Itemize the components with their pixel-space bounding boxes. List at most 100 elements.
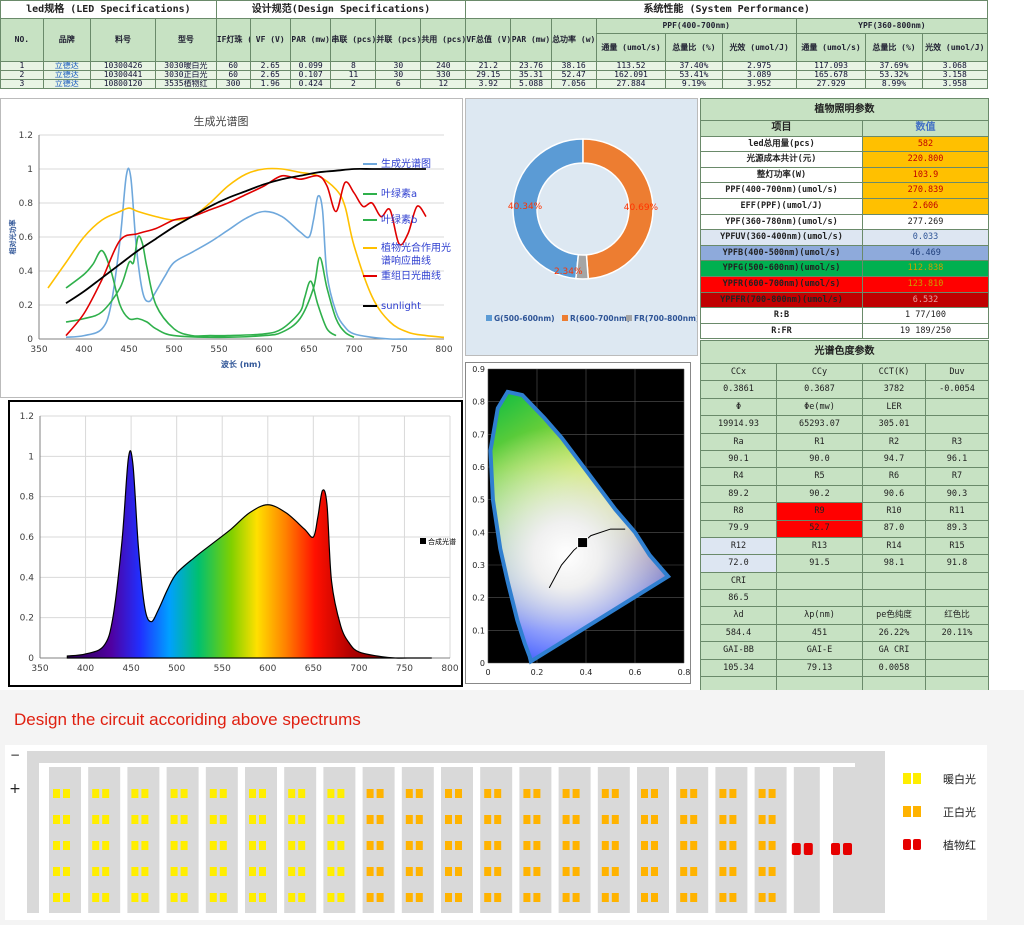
led-pad: [768, 815, 776, 824]
legend-swatch: [913, 839, 921, 850]
led-pad: [651, 789, 658, 798]
led-pad: [337, 893, 345, 902]
table-cell: 60: [215, 61, 251, 71]
table-cell: R9: [776, 502, 863, 521]
table-cell: 红色比: [925, 606, 989, 625]
legend-swatch: [903, 773, 911, 784]
led-pad: [562, 867, 570, 876]
led-pad: [53, 789, 60, 798]
table-row: [700, 676, 989, 695]
composite-spectrum-chart: 0 0.2 0.4 0.6 0.8 1 1.2 350 400 450 500 550 600 650 70…: [20, 412, 459, 674]
led-pad: [768, 867, 776, 876]
led-pad: [337, 789, 345, 798]
table-cell: 0.3861: [700, 380, 777, 399]
led-pad: [641, 789, 648, 798]
table-cell: 89.3: [925, 519, 989, 538]
table-cell: 3.158: [921, 70, 989, 80]
table-cell: 90.3: [925, 484, 989, 504]
legend-swatch: [913, 773, 921, 784]
table-cell: 10800120: [89, 79, 157, 89]
table-cell: CCy: [776, 362, 863, 382]
table-cell: 162.091: [595, 70, 667, 80]
led-pad: [327, 893, 335, 902]
table-cell: LER: [862, 397, 926, 417]
x-tick-label: 700: [350, 664, 367, 674]
param-value: 582: [862, 135, 989, 153]
table-cell: 52.7: [776, 519, 863, 538]
led-pad: [651, 867, 658, 876]
led-string: [284, 767, 317, 913]
table-cell: R7: [925, 467, 989, 486]
led-pad: [484, 867, 492, 876]
pie-slice: [512, 138, 584, 280]
led-string: [597, 767, 630, 913]
led-pad: [611, 841, 619, 850]
table-cell: R14: [862, 536, 926, 556]
table-cell: 38.16: [550, 61, 597, 71]
led-pad: [719, 841, 727, 850]
table-cell: 2.65: [249, 61, 291, 71]
top-bus: [27, 751, 855, 763]
right-bus: [855, 751, 885, 913]
spectral-locus: [488, 389, 672, 665]
led-pad: [601, 789, 609, 798]
led-pad: [366, 867, 374, 876]
led-pad: [92, 815, 100, 824]
led-pad: [180, 789, 188, 798]
x-tick-label: 0.6: [629, 668, 642, 677]
param-value: 6.532: [862, 291, 989, 309]
led-pad: [719, 815, 727, 824]
led-pad: [572, 867, 580, 876]
led-pad: [53, 815, 60, 824]
led-pad: [249, 867, 256, 876]
led-pad: [445, 841, 452, 850]
table-cell: [925, 415, 989, 434]
led-pad: [209, 893, 217, 902]
param-value: 277.269: [862, 213, 989, 231]
table-cell: 0.099: [289, 61, 332, 71]
series-line: [47, 167, 445, 339]
table-cell: 3.089: [721, 70, 797, 80]
composite-spectrum-panel: 0 0.2 0.4 0.6 0.8 1 1.2 350 400 450 500 550 600 650 70…: [8, 400, 463, 687]
x-tick-label: 600: [259, 664, 276, 674]
table-cell: 52.47: [550, 70, 597, 80]
y-tick-label: 0.2: [20, 614, 34, 624]
led-pad: [288, 893, 296, 902]
table-cell: 23.76: [510, 61, 552, 71]
band-ratio-donut-panel: 40.34% 40.69% 2.34% G(500-600nm) R(600-700nm…: [465, 98, 699, 356]
x-tick-label: 400: [77, 664, 94, 674]
param-label: PPF(400-700nm)(umol/s): [700, 182, 863, 199]
led-pad: [611, 867, 619, 876]
cie-chromaticity-diagram: 0 0.2 0.4 0.6 0.8 0 0.1 0.2 0.3 0.4 0.5 0.6 0.7 0.8 0.…: [472, 365, 690, 677]
x-tick-label: 750: [390, 345, 407, 355]
led-pad: [494, 893, 502, 902]
led-pad: [445, 893, 452, 902]
table-cell: pe色纯度: [862, 606, 926, 625]
led-pad: [729, 893, 737, 902]
table-cell: 113.52: [595, 61, 667, 71]
led-pad: [327, 815, 335, 824]
led-pad: [601, 893, 609, 902]
led-pad: [219, 867, 227, 876]
led-pad: [523, 789, 531, 798]
led-pad: [729, 867, 737, 876]
table-cell: 3782: [862, 380, 926, 399]
led-pad: [572, 841, 580, 850]
legend-swatch: [913, 806, 921, 817]
table-cell: 240: [420, 61, 467, 71]
led-string: [833, 767, 859, 913]
table-cell: R11: [925, 502, 989, 521]
table-row: 1 立德达 10300426 3030暖白光 60 2.65 0.099 8 30 240 21.2…: [0, 61, 989, 71]
led-pad: [523, 867, 531, 876]
led-string: [676, 767, 709, 913]
table-cell: 91.8: [925, 554, 989, 573]
y-tick-label: 0.8: [20, 493, 35, 503]
plus-terminal: +: [9, 781, 21, 797]
table-cell: 90.0: [776, 449, 863, 469]
legend-label: 植物光合作用光: [381, 241, 451, 254]
led-pad: [445, 815, 452, 824]
led-pad: [366, 789, 374, 798]
table-row: 79.9 52.7 87.0 89.3: [700, 519, 989, 538]
led-pad: [533, 867, 541, 876]
